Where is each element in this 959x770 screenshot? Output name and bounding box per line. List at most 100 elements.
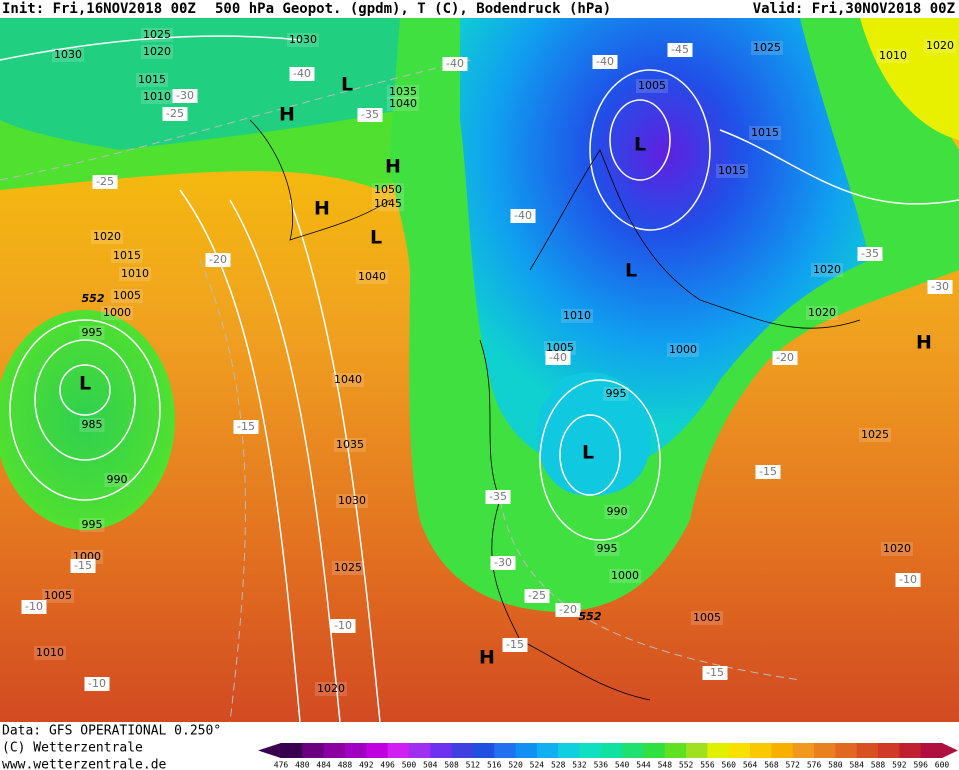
pressure-label: 1020 — [808, 306, 836, 319]
scale-swatch — [430, 743, 453, 758]
pressure-label: 1005 — [546, 341, 574, 354]
pressure-label: 1000 — [103, 306, 131, 319]
scale-swatch — [281, 743, 303, 758]
pressure-center: L — [79, 373, 91, 395]
pressure-label-box — [111, 289, 143, 303]
temperature-label: -45 — [671, 43, 689, 56]
scale-label: 592 — [892, 761, 907, 770]
scale-label: 524 — [530, 761, 545, 770]
pressure-label: 1020 — [883, 542, 911, 555]
pressure-label: 1015 — [751, 126, 779, 139]
pressure-label: 990 — [107, 473, 128, 486]
pressure-label: 1025 — [753, 41, 781, 54]
scale-swatch — [728, 743, 751, 758]
pressure-label-box — [79, 326, 105, 340]
scale-label: 576 — [807, 761, 822, 770]
temperature-label: -25 — [528, 589, 546, 602]
scale-label: 588 — [871, 761, 886, 770]
temperature-label-box — [289, 67, 315, 81]
scale-arrow-right — [942, 743, 958, 758]
temperature-label-box — [772, 351, 798, 365]
pressure-label-box — [372, 183, 404, 197]
scale-label: 516 — [487, 761, 502, 770]
scale-label: 500 — [402, 761, 417, 770]
pressure-label-box — [372, 197, 404, 211]
scale-label: 552 — [679, 761, 694, 770]
pressure-center: H — [279, 104, 295, 126]
scale-swatch — [536, 743, 559, 758]
temperature-label: -10 — [88, 677, 106, 690]
pressure-label: 1030 — [54, 48, 82, 61]
pressure-label: 1010 — [563, 309, 591, 322]
scale-label: 476 — [274, 761, 289, 770]
pressure-label-box — [877, 49, 909, 63]
pressure-label-box — [101, 306, 133, 320]
temperature-label-box — [162, 107, 188, 121]
scale-label: 532 — [572, 761, 587, 770]
temperature-label: -10 — [899, 573, 917, 586]
pressure-label-box — [79, 418, 105, 432]
scale-swatch — [750, 743, 772, 758]
temperature-label: -25 — [96, 175, 114, 188]
valid-time: Valid: Fri,30NOV2018 00Z — [753, 1, 955, 17]
pressure-center: L — [582, 442, 594, 464]
pressure-center: L — [634, 134, 646, 156]
pressure-label: 1020 — [317, 682, 345, 695]
coastlines — [249, 119, 861, 701]
scale-label: 600 — [935, 761, 950, 770]
contour-label: 552 — [579, 610, 602, 623]
pressure-label: 1025 — [143, 28, 171, 41]
pressure-label: 1030 — [338, 494, 366, 507]
pressure-label: 1005 — [113, 289, 141, 302]
temperature-label: -20 — [209, 253, 227, 266]
temperature-label: -30 — [931, 280, 949, 293]
temperature-label-box — [21, 600, 47, 614]
temperature-label: -15 — [706, 666, 724, 679]
pressure-label: 985 — [82, 418, 103, 431]
scale-label: 596 — [913, 761, 928, 770]
pressure-label-box — [924, 39, 956, 53]
pressure-label-box — [79, 518, 105, 532]
pressure-label: 1020 — [143, 45, 171, 58]
scale-swatch — [622, 743, 644, 758]
pressure-label: 1020 — [93, 230, 121, 243]
pressure-label: 1035 — [336, 438, 364, 451]
map-title: 500 hPa Geopot. (gpdm), T (C), Bodendruc… — [215, 1, 611, 17]
temperature-label-box — [490, 556, 516, 570]
pressure-label-box — [716, 164, 748, 178]
pressure-label-box — [332, 561, 364, 575]
temperature-label: -15 — [237, 420, 255, 433]
pressure-label: 1010 — [143, 90, 171, 103]
pressure-label-box — [594, 542, 620, 556]
pressure-label-box — [104, 473, 130, 487]
pressure-label: 1025 — [861, 428, 889, 441]
pressure-center: L — [370, 227, 382, 249]
pressure-label-box — [881, 542, 913, 556]
temperature-label: -40 — [549, 351, 567, 364]
scale-swatch — [579, 743, 602, 758]
temperature-label: -35 — [861, 247, 879, 260]
pressure-label-box — [91, 230, 123, 244]
pressure-label-box — [315, 682, 347, 696]
scale-label: 560 — [722, 761, 737, 770]
scale-label: 584 — [849, 761, 864, 770]
pressure-label-box — [136, 73, 168, 87]
scale-swatch — [323, 743, 346, 758]
scale-label: 520 — [508, 761, 523, 770]
header-bar — [0, 0, 959, 18]
temperature-label-box — [755, 465, 781, 479]
pressure-center: H — [479, 647, 495, 669]
copyright: (C) Wetterzentrale — [2, 741, 143, 756]
temperature-label-box — [510, 209, 536, 223]
pressure-label: 1045 — [374, 197, 402, 210]
pressure-label: 1000 — [611, 569, 639, 582]
pressure-center: H — [916, 332, 932, 354]
scale-label: 548 — [658, 761, 673, 770]
temperature-label-box — [172, 89, 198, 103]
scale-swatch — [366, 743, 389, 758]
pressure-label-box — [751, 41, 783, 55]
pressure-label-box — [604, 505, 630, 519]
scale-swatch — [856, 743, 879, 758]
temperature-label: -20 — [776, 351, 794, 364]
